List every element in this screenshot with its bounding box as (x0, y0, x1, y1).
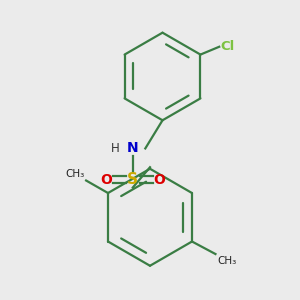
Text: O: O (153, 173, 165, 187)
Text: O: O (100, 173, 112, 187)
Text: N: N (127, 141, 139, 155)
Text: H: H (111, 142, 120, 155)
Text: S: S (127, 172, 138, 187)
Text: Cl: Cl (221, 40, 235, 53)
Text: CH₃: CH₃ (65, 169, 85, 179)
Text: CH₃: CH₃ (217, 256, 236, 266)
